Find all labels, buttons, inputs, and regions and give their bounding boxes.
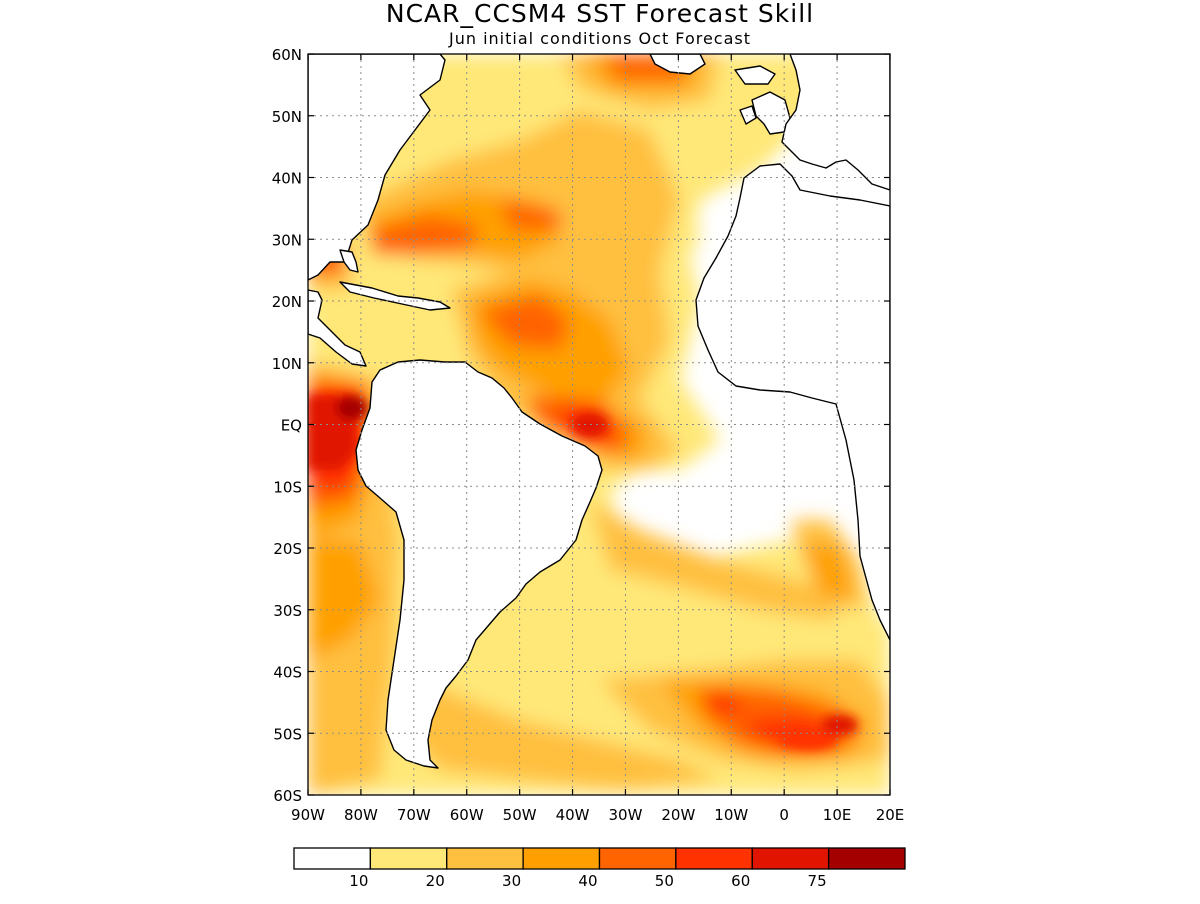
africa-land: [695, 163, 890, 641]
colorbar-swatch: [369, 847, 448, 870]
colorbar-label: 40: [578, 872, 597, 890]
europe-land: [781, 54, 890, 191]
lat-label: EQ: [281, 417, 302, 435]
lon-label: 70W: [397, 806, 431, 824]
map-title: NCAR_CCSM4 SST Forecast Skill: [386, 0, 814, 28]
map-subtitle: Jun initial conditions Oct Forecast: [448, 29, 751, 48]
lon-label: 80W: [344, 806, 378, 824]
lon-label: 50W: [503, 806, 537, 824]
north-america-land: [308, 54, 446, 281]
lon-label: 20W: [661, 806, 695, 824]
colorbar-label: 60: [731, 872, 750, 890]
map-panel: [307, 53, 891, 796]
land-masses: [308, 54, 890, 769]
colorbar-swatch: [751, 847, 830, 870]
colorbar-swatch: [827, 847, 906, 870]
lon-label: 10W: [714, 806, 748, 824]
lon-label: 30W: [608, 806, 642, 824]
florida-land: [339, 249, 359, 273]
ireland-land: [739, 105, 757, 125]
lon-label: 90W: [291, 806, 325, 824]
iceland-land: [734, 65, 776, 85]
gridlines: [308, 54, 890, 795]
latitude-labels: 60N 50N 40N 30N 20N 10N EQ 10S 20S 30S 40S 50S 60S: [272, 46, 302, 805]
axis-ticks: [307, 53, 891, 796]
colorbar-swatch: [446, 847, 524, 870]
lat-label: 60S: [273, 787, 302, 805]
colorbar-label: 20: [426, 872, 445, 890]
lat-label: 10N: [272, 355, 302, 373]
lat-label: 20S: [273, 540, 302, 558]
south-america-land: [355, 359, 603, 769]
caribbean-islands: [339, 281, 451, 311]
colorbar-label: 50: [655, 872, 674, 890]
lat-label: 40N: [272, 170, 302, 188]
greenland-land: [649, 54, 706, 75]
longitude-labels: 90W 80W 70W 60W 50W 40W 30W 20W 10W 0 10E 20E: [291, 806, 904, 824]
lon-label: 20E: [876, 806, 905, 824]
colorbar-swatch: [293, 847, 372, 870]
central-america-land: [308, 289, 367, 367]
colorbar-swatch: [675, 847, 753, 870]
lat-label: 20N: [272, 293, 302, 311]
lat-label: 50S: [273, 725, 302, 743]
lon-label: 60W: [450, 806, 484, 824]
colorbar-label: 30: [502, 872, 521, 890]
colorbar-swatch: [522, 847, 601, 870]
lat-label: 10S: [273, 478, 302, 496]
lon-label: 10E: [823, 806, 852, 824]
lat-label: 60N: [272, 46, 302, 64]
colorbar: 10 20 30 40 50 60 75: [293, 847, 906, 890]
colorbar-swatch: [598, 847, 677, 870]
colorbar-label: 10: [349, 872, 368, 890]
lat-label: 50N: [272, 108, 302, 126]
lat-label: 30S: [273, 602, 302, 620]
lon-label: 0: [779, 806, 789, 824]
colorbar-label: 75: [808, 872, 827, 890]
lon-label: 40W: [556, 806, 590, 824]
lat-label: 30N: [272, 231, 302, 249]
lat-label: 40S: [273, 664, 302, 682]
